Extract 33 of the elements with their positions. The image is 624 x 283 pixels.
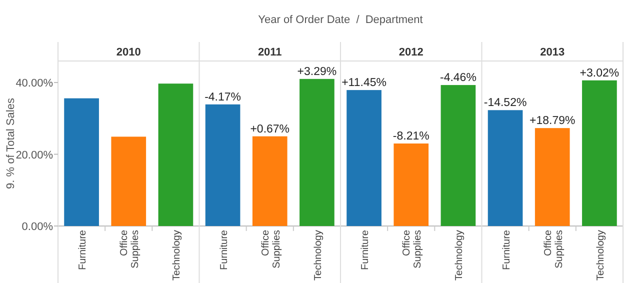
x-tick-label: Office Supplies: [260, 230, 282, 268]
annotation: +11.45%: [342, 77, 386, 90]
y-tick-label: 20.00%: [16, 149, 54, 162]
annotation: +18.79%: [530, 115, 576, 128]
text: Year of Order Date / Department: [258, 14, 423, 26]
y-axis-title: 9. % of Total Sales: [5, 98, 17, 189]
x-tick-label: Office Supplies: [119, 230, 142, 268]
x-tick-label: Furniture: [501, 230, 512, 270]
annotation: -4.46%: [440, 72, 476, 84]
chart-title: 2010: [116, 46, 141, 58]
bar: [64, 98, 99, 226]
chart-title: 2013: [540, 46, 565, 58]
x-tick-label: Office Supplies: [402, 230, 424, 268]
x-tick-label: Furniture: [218, 230, 230, 270]
annotation: -14.52%: [484, 97, 527, 110]
x-tick-label: Technology: [312, 230, 324, 281]
annotation: +3.02%: [580, 67, 620, 80]
x-tick-label: Technology: [172, 230, 183, 281]
x-tick-label: Technology: [454, 230, 466, 281]
bar: [111, 136, 146, 226]
x-tick-label: Office Supplies: [542, 230, 565, 268]
x-tick-label: Furniture: [78, 230, 89, 270]
bar: [158, 84, 194, 226]
annotation: +0.67%: [250, 123, 290, 136]
x-tick-label: Technology: [595, 230, 606, 281]
annotation: +3.29%: [297, 66, 337, 78]
annotation: -4.17%: [204, 91, 242, 104]
x-tick-label: Furniture: [360, 230, 372, 270]
y-tick-label: 40.00%: [16, 78, 54, 90]
chart-title: 2011: [258, 46, 282, 58]
y-tick-label: 0.00%: [22, 221, 54, 233]
annotation: -8.21%: [392, 130, 430, 142]
chart-title: 2012: [398, 46, 424, 58]
